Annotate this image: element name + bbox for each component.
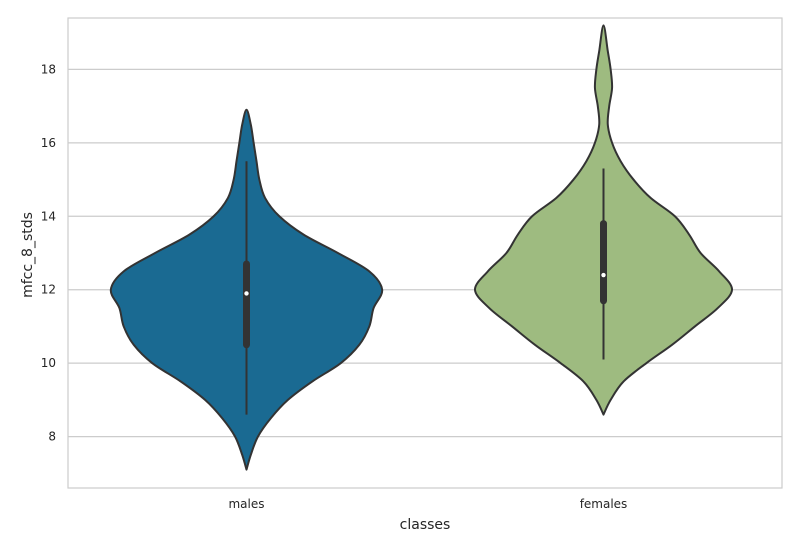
median-dot-females	[601, 272, 606, 278]
y-tick-label: 8	[48, 430, 56, 444]
median-dot-males	[244, 291, 249, 296]
y-tick-label: 18	[41, 62, 56, 76]
y-axis-label: mfcc_8_stds	[20, 212, 36, 298]
violins	[109, 24, 734, 471]
y-tick-label: 12	[41, 283, 56, 297]
y-tick-label: 16	[41, 136, 56, 150]
x-axis-label: classes	[400, 517, 451, 533]
y-tick-label: 14	[41, 209, 56, 223]
x-tick-label-females: females	[580, 497, 628, 511]
y-tick-labels: 8 10 12 14 16 18	[41, 62, 56, 443]
x-tick-label-males: males	[228, 497, 264, 511]
x-tick-labels: males females	[228, 497, 627, 511]
y-tick-label: 10	[41, 356, 56, 370]
